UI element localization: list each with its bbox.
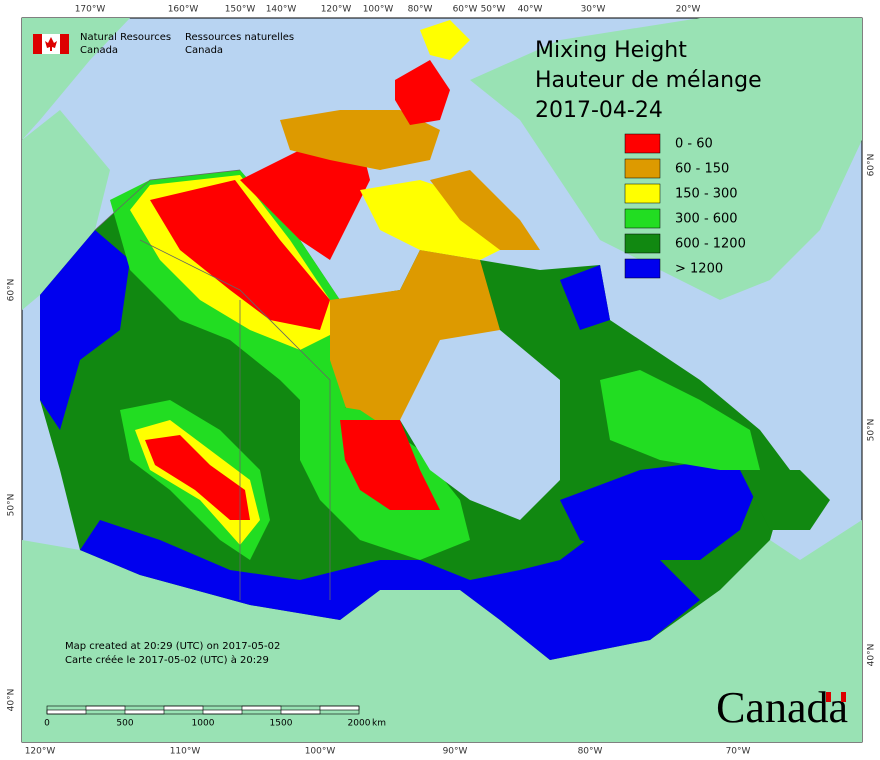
org-name: Ressources naturelles [185, 32, 294, 43]
graticule-label: 140°W [266, 5, 297, 15]
org-name: Canada [80, 45, 118, 56]
zone [340, 420, 440, 510]
graticule-label: 60°N [7, 279, 17, 302]
scale-segment [280, 709, 321, 715]
flag-bar [60, 34, 69, 54]
zone [145, 435, 250, 520]
wordmark-flag [841, 692, 846, 702]
zone [600, 370, 760, 470]
map-shapes [22, 18, 862, 742]
header-logo: Natural Resources Canada Ressources natu… [33, 32, 294, 56]
legend-swatch [624, 133, 661, 154]
zone [330, 250, 500, 420]
wordmark-flag [826, 692, 831, 702]
wordmark: Canada [716, 683, 848, 732]
zone [80, 520, 700, 660]
graticule-label: 160°W [168, 5, 199, 15]
scale-label: 1500 [270, 719, 293, 729]
graticule-label: 40°N [7, 689, 17, 712]
graticule-label: 100°W [363, 5, 394, 15]
legend: 0 - 60 60 - 150 150 - 300 300 - 600 600 - 12… [624, 133, 746, 279]
legend-label: 600 - 1200 [675, 237, 746, 252]
scale-label: 500 [116, 719, 133, 729]
graticule-label: 60°W [453, 5, 478, 15]
arctic-island [395, 60, 450, 125]
legend-swatch [624, 233, 661, 254]
zone [560, 265, 610, 330]
scale-bar: 0 500 1000 1500 2000 km [44, 705, 386, 729]
legend-label: 300 - 600 [675, 212, 738, 227]
map-title: Hauteur de mélange [535, 68, 762, 93]
alaska-land [22, 110, 110, 310]
footnote: Carte créée le 2017-05-02 (UTC) à 20:29 [65, 654, 269, 666]
graticule-label: 110°W [170, 747, 201, 757]
graticule-label: 60°N [867, 154, 877, 177]
usa-land [22, 520, 862, 742]
graticule-label: 80°W [408, 5, 433, 15]
scale-segment [124, 709, 165, 715]
map-title: Mixing Height [535, 38, 687, 63]
graticule-label: 70°W [726, 747, 751, 757]
border-line [94, 169, 241, 231]
graticule-label: 50°W [481, 5, 506, 15]
graticule-labels: 170°W 160°W 150°W 140°W 120°W 100°W 80°W 60°W 50… [7, 5, 877, 757]
scale-segment [202, 709, 243, 715]
graticule-label: 170°W [75, 5, 106, 15]
legend-label: > 1200 [675, 262, 723, 277]
graticule-label: 120°W [25, 747, 56, 757]
scale-label: 0 [44, 719, 50, 729]
arctic-island [430, 170, 540, 250]
graticule-label: 150°W [225, 5, 256, 15]
legend-swatch [624, 258, 661, 279]
legend-label: 0 - 60 [675, 137, 713, 152]
zone [560, 460, 760, 560]
scale-segment [319, 705, 360, 711]
newfoundland [740, 470, 830, 530]
graticule-label: 40°W [518, 5, 543, 15]
org-name: Canada [185, 45, 223, 56]
legend-swatch [624, 183, 661, 204]
graticule-label: 40°N [867, 644, 877, 667]
legend-swatch [624, 208, 661, 229]
scale-label: 1000 [192, 719, 215, 729]
legend-swatch [624, 158, 661, 179]
scale-unit: km [372, 719, 386, 729]
border-line [139, 239, 331, 600]
arctic-island [280, 110, 440, 170]
hudson-bay [400, 330, 560, 520]
scale-outline [46, 705, 360, 715]
arctic-island [240, 140, 370, 260]
graticule-label: 90°W [443, 747, 468, 757]
zone [40, 230, 130, 430]
graticule-label: 30°W [581, 5, 606, 15]
zone [150, 180, 330, 330]
graticule-label: 50°N [867, 419, 877, 442]
greenland [470, 18, 862, 300]
legend-label: 60 - 150 [675, 162, 729, 177]
org-name: Natural Resources [80, 32, 171, 43]
scale-segment [46, 709, 87, 715]
graticule-label: 50°N [7, 494, 17, 517]
scale-segment [241, 705, 282, 711]
legend-label: 150 - 300 [675, 187, 738, 202]
scale-segment [85, 705, 126, 711]
graticule-label: 120°W [321, 5, 352, 15]
scale-label: 2000 [348, 719, 371, 729]
map-date: 2017-04-24 [535, 98, 663, 123]
flag-bar [33, 34, 42, 54]
graticule-label: 20°W [676, 5, 701, 15]
graticule-label: 80°W [578, 747, 603, 757]
maple-leaf [45, 37, 57, 51]
graticule-label: 100°W [305, 747, 336, 757]
footnote: Map created at 20:29 (UTC) on 2017-05-02 [65, 641, 280, 652]
scale-segment [163, 705, 204, 711]
arctic-island [420, 20, 470, 60]
